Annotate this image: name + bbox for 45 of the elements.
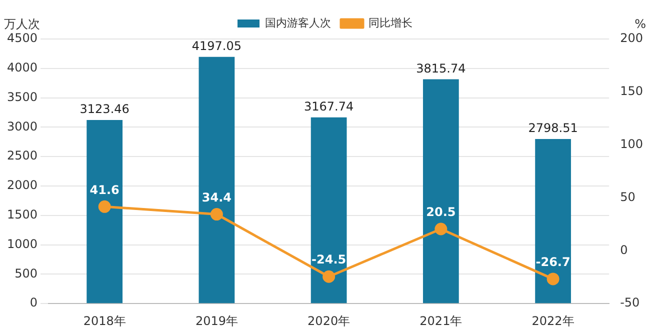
y-tick-label: 2500 — [6, 148, 38, 163]
legend-label: 国内游客人次 — [265, 16, 331, 30]
legend-label: 同比增长 — [368, 16, 412, 30]
y-tick-label: 0 — [30, 296, 38, 310]
bar — [86, 120, 123, 304]
data-label: 3815.74 — [416, 61, 466, 76]
x-tick-label: 2018年 — [83, 314, 126, 328]
data-label: -24.5 — [312, 252, 346, 267]
data-label: -26.7 — [536, 255, 570, 270]
y2-axis-title: % — [634, 17, 646, 32]
point — [322, 270, 336, 283]
y2-tick-label: 200 — [620, 31, 643, 46]
y2-tick-label: -50 — [620, 296, 640, 310]
data-label: 3167.74 — [304, 99, 354, 114]
x-tick-label: 2021年 — [420, 314, 462, 328]
y-tick-label: 1000 — [6, 236, 38, 251]
bar — [310, 117, 347, 304]
data-label: 2798.51 — [528, 121, 578, 136]
data-label: 20.5 — [426, 205, 456, 220]
y-tick-label: 2000 — [6, 178, 38, 192]
data-label: 4197.05 — [192, 38, 242, 53]
y-tick-label: 4000 — [6, 60, 38, 75]
data-label: 3123.46 — [80, 102, 130, 116]
y-tick-label: 4500 — [6, 31, 38, 46]
point — [210, 208, 223, 221]
x-tick-label: 2022年 — [532, 314, 574, 328]
x-tick-label: 2019年 — [195, 314, 238, 328]
y-tick-label: 3000 — [6, 119, 38, 134]
bar — [535, 139, 571, 304]
y-tick-label: 500 — [14, 266, 38, 280]
point — [434, 222, 448, 236]
y2-tick-label: 50 — [620, 190, 636, 204]
data-label: 34.4 — [202, 190, 232, 204]
y2-tick-label: 150 — [620, 84, 643, 98]
point — [546, 272, 560, 286]
x-tick-label: 2020年 — [308, 314, 350, 328]
bar — [198, 56, 235, 304]
data-label: 41.6 — [90, 182, 120, 197]
y-tick-label: 1500 — [6, 208, 38, 222]
point — [98, 200, 111, 213]
y-tick-label: 3500 — [6, 90, 38, 104]
y2-tick-label: 100 — [620, 136, 643, 151]
y-axis-title: 万人次 — [4, 17, 40, 32]
y2-tick-label: 0 — [620, 242, 628, 257]
bar — [422, 79, 459, 304]
